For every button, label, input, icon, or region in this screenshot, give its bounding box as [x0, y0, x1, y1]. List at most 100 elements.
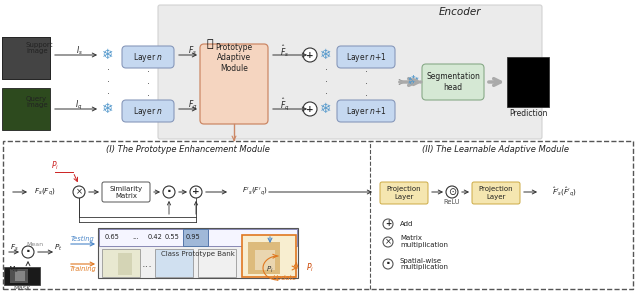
Bar	[507, 57, 549, 107]
Circle shape	[22, 246, 34, 258]
Text: $F_s$: $F_s$	[188, 45, 198, 57]
Text: Class Prototype Bank: Class Prototype Bank	[161, 251, 235, 257]
Text: ·
·
·: · · ·	[324, 65, 328, 99]
Text: 0.55: 0.55	[164, 234, 179, 240]
Bar	[102, 249, 140, 277]
Text: 0.65: 0.65	[104, 234, 120, 240]
Text: Layer $n$+$1$: Layer $n$+$1$	[346, 51, 387, 63]
Bar	[10, 269, 28, 283]
Circle shape	[303, 102, 317, 116]
Polygon shape	[160, 260, 175, 264]
Bar	[2, 37, 50, 79]
Text: ReLU: ReLU	[444, 199, 460, 205]
Bar	[8, 44, 26, 64]
Circle shape	[446, 186, 458, 198]
Text: Training: Training	[70, 266, 97, 272]
Bar	[255, 250, 275, 270]
FancyBboxPatch shape	[337, 46, 395, 68]
Text: $P_i$: $P_i$	[51, 160, 59, 172]
Text: 🔥: 🔥	[207, 39, 213, 49]
Text: Query
image: Query image	[26, 95, 47, 109]
Bar	[20, 42, 42, 70]
Bar	[516, 67, 524, 97]
Bar	[198, 249, 236, 277]
Text: $I_q$: $I_q$	[76, 98, 83, 112]
Text: ❄: ❄	[320, 102, 332, 116]
Text: 0.95: 0.95	[186, 234, 200, 240]
Bar	[98, 228, 298, 278]
Text: (I) The Prototype Enhancement Module: (I) The Prototype Enhancement Module	[106, 145, 270, 154]
Polygon shape	[168, 261, 178, 263]
Text: +: +	[192, 187, 200, 197]
FancyBboxPatch shape	[337, 100, 395, 122]
Text: Add: Add	[400, 221, 413, 227]
Text: Layer $n$+$1$: Layer $n$+$1$	[346, 105, 387, 117]
Bar	[2, 88, 50, 130]
Text: Mean: Mean	[26, 241, 44, 246]
Text: ⊙: ⊙	[448, 187, 456, 197]
Text: $\hat{F}_s$: $\hat{F}_s$	[280, 43, 289, 59]
Bar	[183, 229, 208, 246]
Text: ...: ...	[141, 259, 152, 269]
Bar	[155, 249, 193, 277]
Text: $M_s$: $M_s$	[8, 265, 19, 275]
Circle shape	[383, 237, 393, 247]
Text: +: +	[306, 51, 314, 60]
Circle shape	[190, 186, 202, 198]
Text: ·: ·	[26, 246, 30, 258]
Text: ·: ·	[386, 258, 390, 270]
Bar	[118, 253, 132, 275]
Text: Support
image: Support image	[26, 41, 54, 55]
Bar	[534, 69, 542, 94]
Text: Similarity
Matrix: Similarity Matrix	[109, 185, 143, 199]
Text: Matrix
multiplication: Matrix multiplication	[400, 236, 448, 248]
Text: ❄: ❄	[320, 48, 332, 62]
FancyBboxPatch shape	[102, 182, 150, 202]
Bar	[526, 72, 532, 92]
Bar	[248, 242, 280, 274]
Text: Projection
Layer: Projection Layer	[387, 187, 421, 199]
Text: $F_q$: $F_q$	[188, 98, 198, 112]
Text: ❄: ❄	[102, 48, 114, 62]
Text: ❄: ❄	[102, 102, 114, 116]
FancyBboxPatch shape	[3, 141, 633, 289]
Text: ·
·
·: · · ·	[106, 65, 109, 99]
FancyBboxPatch shape	[380, 182, 428, 204]
Text: $P_t$: $P_t$	[54, 243, 62, 253]
Text: $I_s$: $I_s$	[76, 45, 83, 57]
Text: ...: ...	[132, 234, 138, 240]
FancyBboxPatch shape	[200, 44, 268, 124]
Text: Segmentation
head: Segmentation head	[426, 72, 480, 92]
Text: ❄: ❄	[406, 74, 419, 90]
Text: Prediction: Prediction	[509, 110, 547, 119]
FancyBboxPatch shape	[158, 5, 542, 139]
Text: Encoder: Encoder	[439, 7, 481, 17]
Text: Prototype
Adaptive
Module: Prototype Adaptive Module	[216, 43, 253, 73]
Bar	[4, 267, 40, 285]
Text: $F_s$: $F_s$	[10, 243, 19, 253]
Text: +: +	[306, 105, 314, 114]
Text: Layer $n$: Layer $n$	[133, 105, 163, 117]
Text: Mask: Mask	[13, 285, 31, 291]
Text: 0.42: 0.42	[148, 234, 163, 240]
Bar	[2, 37, 50, 79]
FancyBboxPatch shape	[122, 46, 174, 68]
Text: (II) The Learnable Adaptive Module: (II) The Learnable Adaptive Module	[422, 145, 568, 154]
Circle shape	[303, 48, 317, 62]
Text: ·
·
·: · · ·	[365, 67, 367, 101]
Text: $\hat{F}'_s(\hat{F}'_q)$: $\hat{F}'_s(\hat{F}'_q)$	[552, 185, 577, 199]
FancyBboxPatch shape	[422, 64, 484, 100]
Text: $F'_s(F'_q)$: $F'_s(F'_q)$	[242, 186, 268, 198]
Text: ·
·
·: · · ·	[147, 67, 150, 101]
Text: ·: ·	[166, 185, 172, 199]
Text: Projection
Layer: Projection Layer	[479, 187, 513, 199]
Text: ×: ×	[76, 187, 83, 197]
Bar	[15, 271, 25, 281]
Text: Update: Update	[273, 275, 297, 281]
Bar	[8, 96, 40, 124]
Text: Spatial-wise
multiplication: Spatial-wise multiplication	[400, 258, 448, 270]
Circle shape	[383, 259, 393, 269]
FancyBboxPatch shape	[122, 100, 174, 122]
Circle shape	[73, 186, 85, 198]
Circle shape	[383, 219, 393, 229]
